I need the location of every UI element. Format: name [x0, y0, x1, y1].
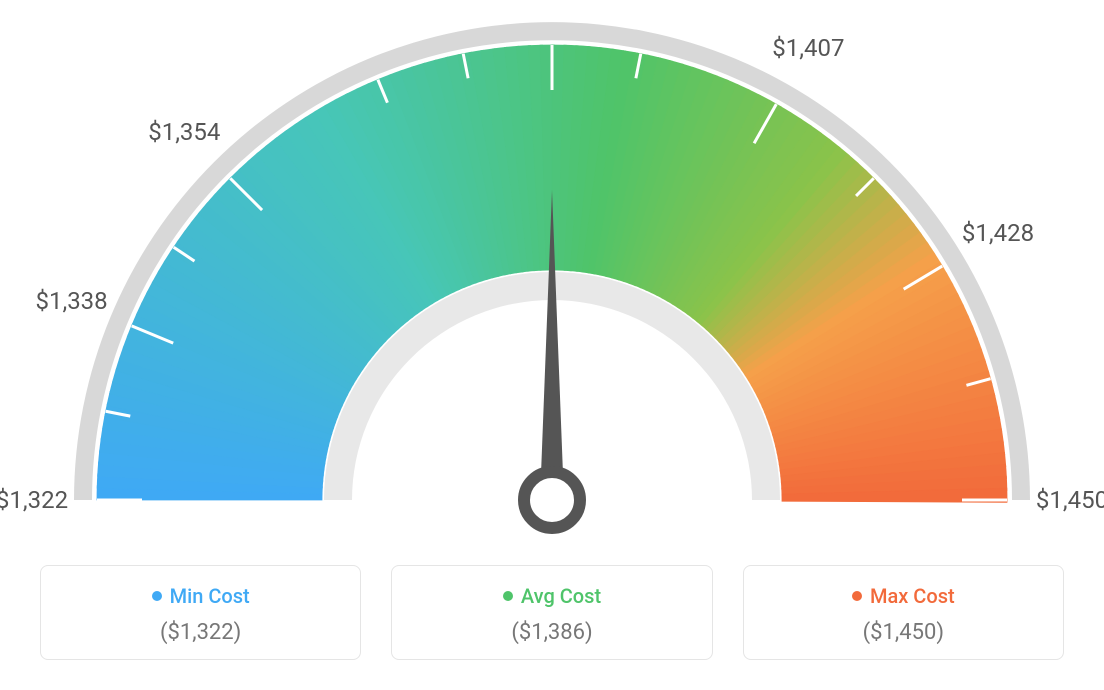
summary-cards: Min Cost ($1,322) Avg Cost ($1,386) Max …: [40, 565, 1064, 660]
avg-cost-card: Avg Cost ($1,386): [391, 565, 712, 660]
gauge-tick-label: $1,407: [772, 34, 844, 62]
gauge-tick-label: $1,322: [0, 486, 68, 514]
max-dot-icon: [852, 591, 862, 601]
gauge-tick-label: $1,338: [35, 287, 107, 315]
gauge-chart: $1,322$1,338$1,354$1,386$1,407$1,428$1,4…: [0, 0, 1104, 560]
avg-cost-label: Avg Cost: [521, 584, 601, 608]
max-cost-label: Max Cost: [870, 584, 955, 608]
min-cost-label: Min Cost: [170, 584, 250, 608]
gauge-svg: [0, 0, 1104, 560]
avg-dot-icon: [503, 591, 513, 601]
gauge-tick-label: $1,428: [962, 219, 1034, 247]
min-cost-value: ($1,322): [53, 620, 348, 645]
max-cost-value: ($1,450): [756, 620, 1051, 645]
min-cost-card: Min Cost ($1,322): [40, 565, 361, 660]
avg-cost-value: ($1,386): [404, 620, 699, 645]
gauge-tick-label: $1,450: [1036, 486, 1104, 514]
max-cost-card: Max Cost ($1,450): [743, 565, 1064, 660]
min-dot-icon: [152, 591, 162, 601]
gauge-tick-label: $1,354: [148, 118, 220, 146]
